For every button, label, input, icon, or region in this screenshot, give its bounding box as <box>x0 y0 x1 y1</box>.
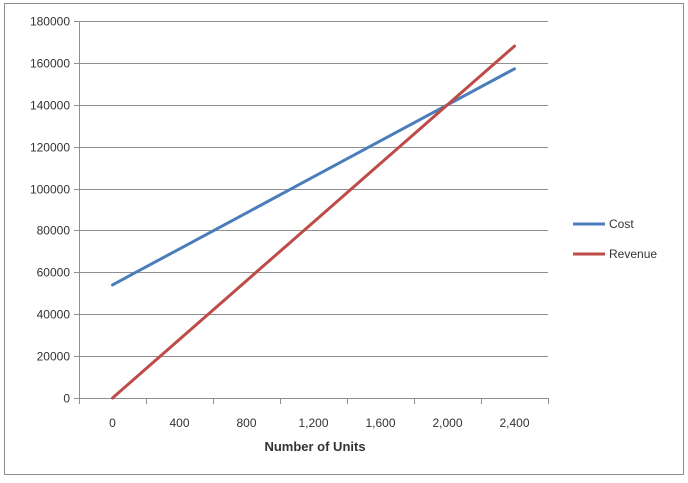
x-tick-label: 2,000 <box>432 416 462 430</box>
y-tick-label: 140000 <box>30 99 70 113</box>
x-tick-label: 0 <box>109 416 116 430</box>
x-tick-label: 1,600 <box>365 416 395 430</box>
chart-border <box>5 4 684 475</box>
y-tick-label: 0 <box>63 392 70 406</box>
y-tick-label: 160000 <box>30 57 70 71</box>
x-tick-label: 1,200 <box>298 416 328 430</box>
legend-label-revenue: Revenue <box>609 247 657 261</box>
y-tick-label: 60000 <box>37 266 71 280</box>
legend-label-cost: Cost <box>609 217 634 231</box>
y-tick-label: 40000 <box>37 308 71 322</box>
x-tick-label: 800 <box>236 416 256 430</box>
y-tick-label: 100000 <box>30 183 70 197</box>
x-tick-label: 400 <box>169 416 189 430</box>
y-tick-label: 120000 <box>30 141 70 155</box>
x-tick-label: 2,400 <box>499 416 529 430</box>
y-tick-label: 20000 <box>37 350 71 364</box>
y-tick-label: 80000 <box>37 224 71 238</box>
x-axis-title: Number of Units <box>264 439 365 454</box>
y-tick-label: 180000 <box>30 15 70 29</box>
